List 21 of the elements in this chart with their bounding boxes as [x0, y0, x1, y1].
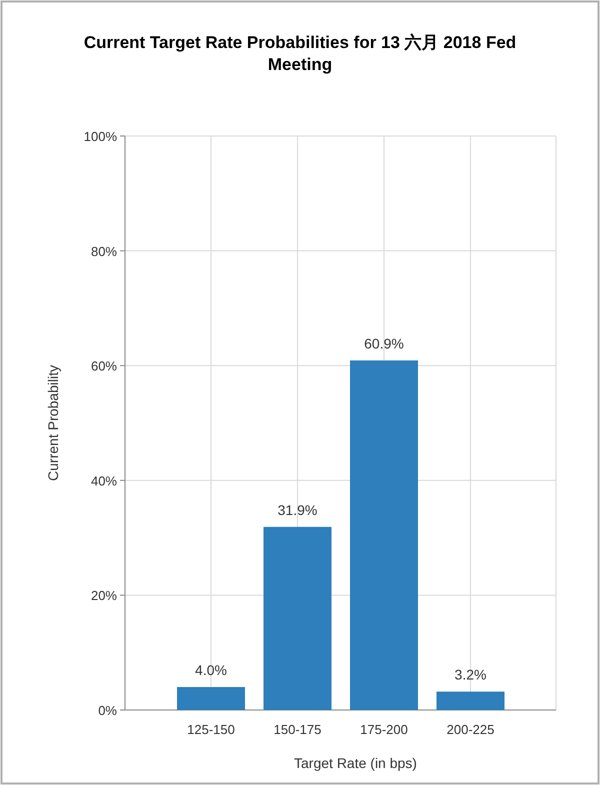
data-label: 31.9% [278, 502, 318, 518]
x-tick-label: 175-200 [360, 722, 408, 737]
data-label: 3.2% [454, 666, 486, 683]
y-axis-title: Current Probability [45, 365, 61, 481]
y-tick-label: 0% [98, 703, 118, 718]
y-tick-label: 20% [90, 588, 118, 604]
x-tick-label: 125-150 [187, 722, 235, 737]
chart-title: Current Target Rate Probabilities for 13 六月 2018 Fed Meeting [84, 33, 516, 74]
x-axis-title: Target Rate (in bps) [294, 755, 417, 771]
bar [436, 692, 504, 710]
data-label: 4.0% [195, 662, 227, 678]
x-tick-label: 150-175 [274, 722, 322, 737]
bar [350, 360, 418, 710]
data-label: 60.9% [364, 335, 404, 352]
bar [177, 687, 245, 710]
y-tick-label: 60% [90, 358, 118, 374]
bar [264, 526, 332, 710]
y-tick-label: 40% [90, 473, 118, 488]
x-tick-label: 200-225 [446, 722, 494, 737]
y-tick-label: 100% [84, 129, 118, 144]
y-tick-label: 80% [90, 244, 118, 259]
